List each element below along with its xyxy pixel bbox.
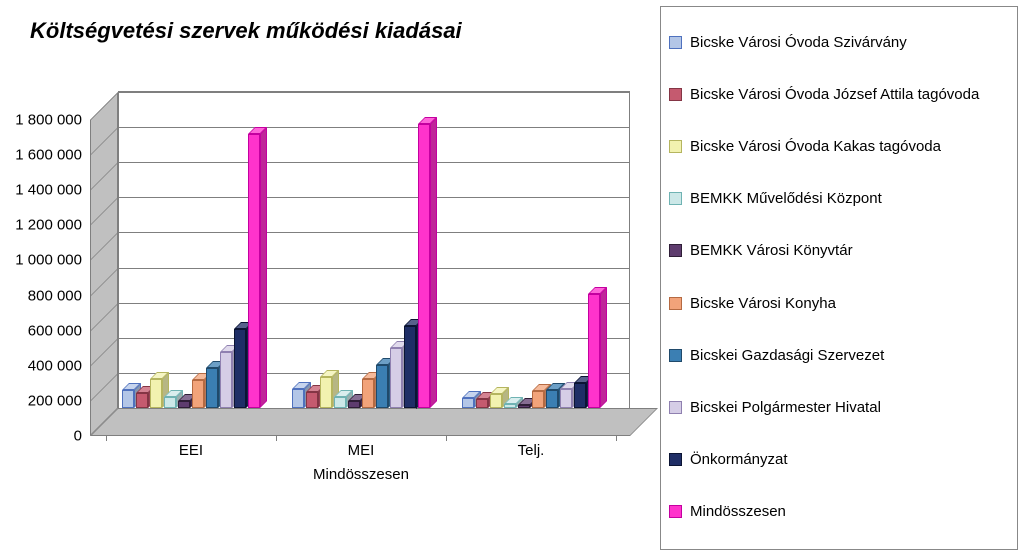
bar: [588, 294, 600, 408]
gridline: [118, 268, 630, 269]
bar: [306, 392, 318, 408]
back-wall: [118, 91, 630, 408]
bar: [192, 380, 204, 408]
legend-swatch: [669, 401, 682, 414]
legend-swatch: [669, 505, 682, 518]
bar: [220, 352, 232, 408]
y-axis-tick: 400 000: [2, 357, 82, 374]
y-axis-tick: 800 000: [2, 287, 82, 304]
bar: [334, 397, 346, 408]
legend-label: Bicske Városi Óvoda Szivárvány: [690, 34, 907, 53]
y-axis-tick: 1 600 000: [2, 147, 82, 164]
chart-plot: 0200 000400 000600 000800 0001 000 0001 …: [90, 92, 630, 436]
bar: [518, 405, 530, 408]
bar: [546, 390, 558, 408]
bar: [292, 389, 304, 408]
bar: [532, 391, 544, 408]
bar: [234, 329, 246, 408]
gridline: [118, 303, 630, 304]
bar: [574, 383, 586, 408]
legend-swatch: [669, 140, 682, 153]
gridline: [118, 127, 630, 128]
gridline: [118, 197, 630, 198]
legend-item: BEMKK Művelődési Központ: [669, 190, 1009, 209]
legend-label: BEMKK Városi Könyvtár: [690, 242, 853, 261]
bar: [248, 134, 260, 408]
y-axis-tick: 1 000 000: [2, 252, 82, 269]
legend-item: BEMKK Városi Könyvtár: [669, 242, 1009, 261]
x-axis-category: EEI: [179, 442, 203, 459]
gridline: [118, 92, 630, 93]
bar: [150, 379, 162, 408]
bar: [504, 404, 516, 408]
legend: Bicske Városi Óvoda Szivárvány Bicske Vár…: [660, 6, 1018, 550]
bar: [560, 389, 572, 408]
bar: [404, 326, 416, 409]
legend-label: Önkormányzat: [690, 451, 788, 470]
gridline: [118, 162, 630, 163]
chart-title: Költségvetési szervek működési kiadásai: [30, 18, 462, 44]
bar: [206, 368, 218, 408]
bar: [490, 394, 502, 408]
chart-container: Költségvetési szervek működési kiadásai …: [0, 0, 1024, 556]
legend-label: Bicskei Gazdasági Szervezet: [690, 347, 884, 366]
chart-panel: Költségvetési szervek működési kiadásai …: [0, 0, 660, 556]
legend-item: Mindösszesen: [669, 503, 1009, 522]
gridline: [118, 232, 630, 233]
y-axis-tick: 200 000: [2, 392, 82, 409]
legend-label: Bicske Városi Óvoda József Attila tagóvo…: [690, 86, 979, 105]
gridline: [118, 338, 630, 339]
legend-label: Bicske Városi Konyha: [690, 295, 836, 314]
bar: [462, 398, 474, 408]
legend-item: Bicske Városi Óvoda Szivárvány: [669, 34, 1009, 53]
legend-item: Bicske Városi Konyha: [669, 295, 1009, 314]
legend-label: Bicskei Polgármester Hivatal: [690, 399, 881, 418]
legend-label: Bicske Városi Óvoda Kakas tagóvoda: [690, 138, 941, 157]
legend-item: Bicske Városi Óvoda Kakas tagóvoda: [669, 138, 1009, 157]
floor: [90, 408, 630, 436]
bar: [418, 124, 430, 408]
legend-label: BEMKK Művelődési Központ: [690, 190, 882, 209]
legend-label: Mindösszesen: [690, 503, 786, 522]
legend-swatch: [669, 88, 682, 101]
bar: [362, 379, 374, 408]
legend-swatch: [669, 192, 682, 205]
bar: [164, 397, 176, 408]
legend-item: Bicskei Gazdasági Szervezet: [669, 347, 1009, 366]
bar: [320, 377, 332, 408]
x-axis-outer-label: Mindösszesen: [313, 466, 409, 483]
bar: [348, 401, 360, 408]
legend-swatch: [669, 36, 682, 49]
bar: [178, 401, 190, 408]
bar: [122, 390, 134, 408]
legend-item: Önkormányzat: [669, 451, 1009, 470]
bar: [476, 399, 488, 408]
legend-swatch: [669, 244, 682, 257]
legend-item: Bicske Városi Óvoda József Attila tagóvo…: [669, 86, 1009, 105]
bar: [376, 365, 388, 408]
bar: [136, 393, 148, 408]
y-axis-tick: 1 800 000: [2, 112, 82, 129]
legend-swatch: [669, 297, 682, 310]
bar: [390, 348, 402, 408]
y-axis-tick: 0: [2, 428, 82, 445]
y-axis-tick: 1 400 000: [2, 182, 82, 199]
x-axis-category: MEI: [348, 442, 375, 459]
legend-swatch: [669, 349, 682, 362]
y-axis-tick: 1 200 000: [2, 217, 82, 234]
y-axis-tick: 600 000: [2, 322, 82, 339]
x-axis-category: Telj.: [518, 442, 545, 459]
legend-item: Bicskei Polgármester Hivatal: [669, 399, 1009, 418]
legend-swatch: [669, 453, 682, 466]
